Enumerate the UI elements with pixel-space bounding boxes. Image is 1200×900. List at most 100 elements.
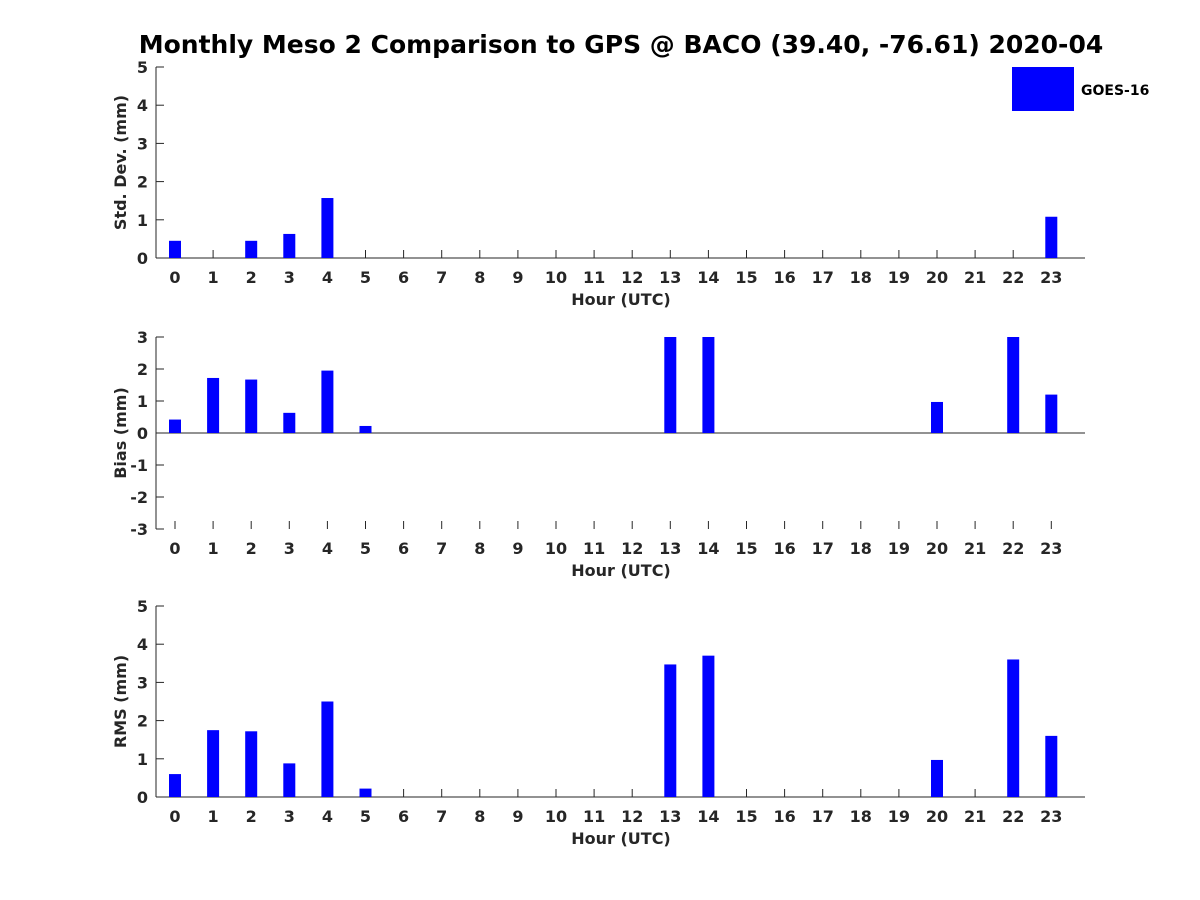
y-tick-label: 4 <box>137 635 148 654</box>
x-tick-label: 13 <box>659 268 681 287</box>
x-tick-label: 11 <box>583 268 605 287</box>
x-tick-label: 18 <box>850 807 872 826</box>
x-tick-label: 9 <box>512 807 523 826</box>
x-tick-label: 23 <box>1040 807 1062 826</box>
y-axis-label: Bias (mm) <box>111 387 130 479</box>
y-axis-label: RMS (mm) <box>111 655 130 748</box>
x-tick-label: 7 <box>436 807 447 826</box>
x-tick-label: 23 <box>1040 539 1062 558</box>
y-tick-label: 3 <box>137 673 148 692</box>
legend: GOES-16 <box>1012 67 1149 111</box>
x-tick-label: 20 <box>926 268 948 287</box>
x-tick-label: 6 <box>398 807 409 826</box>
bar <box>359 425 372 433</box>
x-tick-label: 2 <box>246 539 257 558</box>
x-tick-label: 4 <box>322 807 333 826</box>
x-tick-label: 8 <box>474 268 485 287</box>
x-tick-label: 5 <box>360 539 371 558</box>
x-tick-label: 0 <box>169 807 180 826</box>
y-tick-label: 3 <box>137 134 148 153</box>
x-tick-label: 14 <box>697 807 719 826</box>
bar <box>321 701 334 797</box>
x-axis-label: Hour (UTC) <box>571 290 671 309</box>
x-tick-label: 19 <box>888 807 910 826</box>
bar <box>1045 394 1058 433</box>
x-tick-label: 12 <box>621 539 643 558</box>
y-tick-label: 5 <box>137 597 148 616</box>
legend-swatch <box>1012 67 1074 111</box>
chart-title: Monthly Meso 2 Comparison to GPS @ BACO … <box>138 30 1104 59</box>
x-tick-label: 19 <box>888 268 910 287</box>
bar <box>245 240 258 258</box>
x-tick-label: 2 <box>246 268 257 287</box>
x-tick-label: 10 <box>545 807 567 826</box>
x-tick-label: 10 <box>545 539 567 558</box>
x-tick-label: 18 <box>850 539 872 558</box>
y-tick-label: 1 <box>137 750 148 769</box>
y-tick-label: -3 <box>130 520 148 539</box>
x-axis-label: Hour (UTC) <box>571 561 671 580</box>
x-tick-label: 14 <box>697 539 719 558</box>
x-tick-label: 5 <box>360 268 371 287</box>
x-tick-label: 20 <box>926 539 948 558</box>
y-tick-label: -2 <box>130 488 148 507</box>
bar <box>1045 216 1058 258</box>
x-tick-label: 12 <box>621 268 643 287</box>
bar <box>931 759 943 797</box>
x-tick-label: 0 <box>169 268 180 287</box>
bar <box>207 377 220 433</box>
x-tick-label: 20 <box>926 807 948 826</box>
bar <box>702 655 715 797</box>
x-tick-label: 16 <box>773 539 795 558</box>
x-tick-label: 22 <box>1002 539 1024 558</box>
x-tick-label: 14 <box>697 268 719 287</box>
x-tick-label: 9 <box>512 539 523 558</box>
x-tick-label: 11 <box>583 807 605 826</box>
bar <box>321 370 334 433</box>
bar <box>283 763 296 797</box>
x-tick-label: 12 <box>621 807 643 826</box>
x-tick-label: 5 <box>360 807 371 826</box>
bar <box>321 198 334 258</box>
bar <box>359 788 372 797</box>
x-tick-label: 11 <box>583 539 605 558</box>
x-tick-label: 8 <box>474 539 485 558</box>
x-tick-label: 22 <box>1002 268 1024 287</box>
bar <box>1045 735 1058 797</box>
y-tick-label: 0 <box>137 249 148 268</box>
x-tick-label: 1 <box>208 539 219 558</box>
y-tick-label: 4 <box>137 96 148 115</box>
x-tick-label: 4 <box>322 268 333 287</box>
x-tick-label: 15 <box>735 539 757 558</box>
x-tick-label: 6 <box>398 268 409 287</box>
bar <box>664 664 677 797</box>
y-tick-label: 3 <box>137 328 148 347</box>
x-tick-label: 19 <box>888 539 910 558</box>
x-tick-label: 23 <box>1040 268 1062 287</box>
bar <box>283 233 296 258</box>
x-tick-label: 1 <box>208 268 219 287</box>
bar <box>1007 337 1020 433</box>
x-tick-label: 21 <box>964 268 986 287</box>
x-tick-label: 0 <box>169 539 180 558</box>
legend-label: GOES-16 <box>1081 83 1149 99</box>
x-axis-label: Hour (UTC) <box>571 829 671 848</box>
x-tick-label: 17 <box>812 539 834 558</box>
x-tick-label: 4 <box>322 539 333 558</box>
y-tick-label: 2 <box>137 712 148 731</box>
x-tick-label: 17 <box>812 268 834 287</box>
x-tick-label: 18 <box>850 268 872 287</box>
x-tick-label: 21 <box>964 807 986 826</box>
x-tick-label: 1 <box>208 807 219 826</box>
y-tick-label: 0 <box>137 424 148 443</box>
x-tick-label: 17 <box>812 807 834 826</box>
x-tick-label: 10 <box>545 268 567 287</box>
bar <box>169 774 181 797</box>
y-tick-label: -1 <box>130 456 148 475</box>
bar <box>245 731 258 797</box>
x-tick-label: 21 <box>964 539 986 558</box>
